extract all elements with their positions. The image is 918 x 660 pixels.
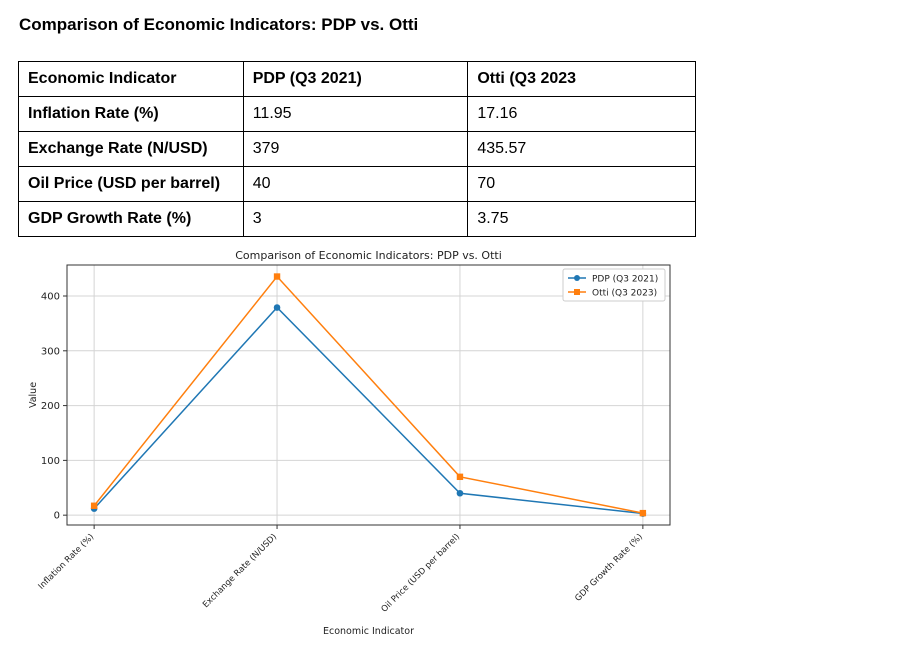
line-chart: 0 100 200 300 400 Inflation Rate (%) Exchange … <box>28 249 671 637</box>
table-header-row: Economic Indicator PDP (Q3 2021) Otti (Q… <box>18 61 696 97</box>
y-tick-label: 400 <box>41 292 60 303</box>
row-label: Inflation Rate (%) <box>18 96 244 132</box>
table-cell: 70 <box>467 166 696 202</box>
chart-title: Comparison of Economic Indicators: PDP v… <box>235 249 502 262</box>
table-cell: 11.95 <box>242 96 469 132</box>
table-cell: 379 <box>242 131 469 167</box>
data-point <box>456 473 464 481</box>
table-row: GDP Growth Rate (%) 3 3.75 <box>18 201 696 237</box>
column-header: Otti (Q3 2023 <box>467 61 696 97</box>
table-row: Oil Price (USD per barrel) 40 70 <box>18 166 696 202</box>
row-label: Exchange Rate (N/USD) <box>18 131 244 167</box>
column-header: PDP (Q3 2021) <box>242 61 469 97</box>
table-cell: 3.75 <box>467 201 696 237</box>
legend-marker <box>574 289 580 295</box>
data-point <box>456 489 464 497</box>
table-cell: 40 <box>242 166 469 202</box>
data-point <box>639 509 647 517</box>
column-header: Economic Indicator <box>18 61 244 97</box>
y-tick-label: 300 <box>41 346 60 357</box>
legend-marker <box>574 275 580 281</box>
legend-box <box>562 268 666 302</box>
data-point <box>273 273 281 280</box>
x-tick-label: Inflation Rate (%) <box>37 532 97 592</box>
table-row: Inflation Rate (%) 11.95 17.16 <box>18 96 696 132</box>
data-point <box>273 304 281 311</box>
y-tick-label: 200 <box>41 401 60 412</box>
x-tick-label: Oil Price (USD per barrel) <box>380 532 463 615</box>
row-label: GDP Growth Rate (%) <box>18 201 244 237</box>
series-line <box>93 306 643 515</box>
y-tick-label: 0 <box>54 511 60 522</box>
series-line <box>93 275 644 514</box>
plot-frame <box>66 264 671 526</box>
legend-label: PDP (Q3 2021) <box>592 275 658 285</box>
x-tick-label: Exchange Rate (N/USD) <box>201 532 279 610</box>
indicator-table: Economic Indicator PDP (Q3 2021) Otti (Q… <box>18 61 696 237</box>
x-tick-label: GDP Growth Rate (%) <box>573 532 645 604</box>
table-row: Exchange Rate (N/USD) 379 435.57 <box>18 131 696 167</box>
document-title: Comparison of Economic Indicators: PDP v… <box>19 15 419 34</box>
x-axis-label: Economic Indicator <box>323 626 414 637</box>
table-cell: 17.16 <box>467 96 696 132</box>
row-label: Oil Price (USD per barrel) <box>18 166 244 202</box>
data-point <box>90 502 98 509</box>
table-cell: 3 <box>242 201 469 237</box>
y-axis-label: Value <box>28 382 39 408</box>
y-tick-label: 100 <box>41 456 60 467</box>
legend-label: Otti (Q3 2023) <box>592 289 657 299</box>
table-cell: 435.57 <box>467 131 696 167</box>
